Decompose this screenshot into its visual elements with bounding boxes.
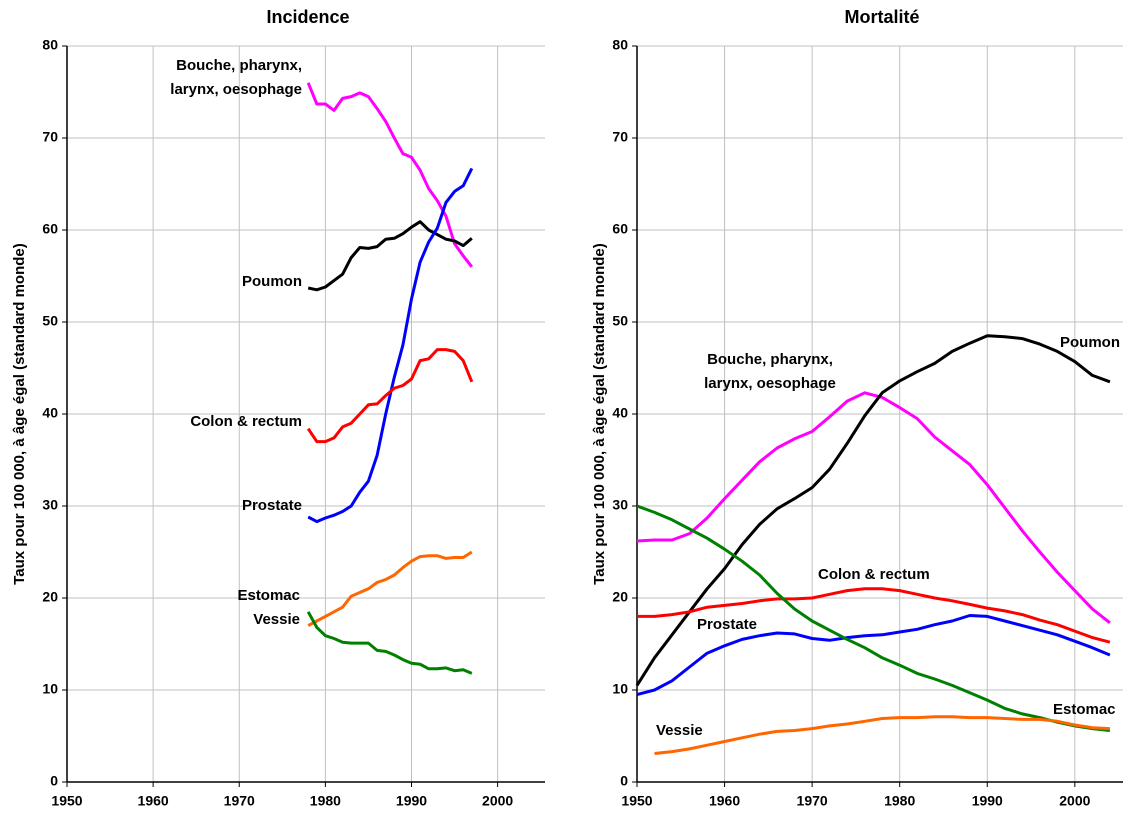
series-line bbox=[636, 614, 1111, 697]
series-label: Estomac bbox=[1053, 701, 1116, 718]
x-tick-label: 1960 bbox=[138, 793, 169, 809]
series-label: Bouche, pharynx, larynx, oesophage bbox=[170, 57, 302, 98]
y-tick-label: 60 bbox=[42, 221, 58, 237]
y-tick-label: 0 bbox=[50, 773, 58, 789]
series-label: Bouche, pharynx, larynx, oesophage bbox=[704, 351, 836, 392]
series-label: Poumon bbox=[1060, 334, 1120, 351]
series-label: Estomac bbox=[237, 587, 300, 604]
y-tick-label: 50 bbox=[42, 313, 58, 329]
y-tick-label: 60 bbox=[612, 221, 628, 237]
series-label: Poumon bbox=[242, 273, 302, 290]
series-line bbox=[306, 82, 473, 268]
series-label: Vessie bbox=[656, 722, 703, 739]
y-tick-label: 30 bbox=[612, 497, 628, 513]
y-tick-label: 50 bbox=[612, 313, 628, 329]
y-tick-label: 80 bbox=[42, 37, 58, 53]
x-tick-label: 2000 bbox=[1059, 793, 1090, 809]
y-tick-label: 40 bbox=[612, 405, 628, 421]
y-tick-label: 80 bbox=[612, 37, 628, 53]
y-tick-label: 30 bbox=[42, 497, 58, 513]
y-tick-label: 10 bbox=[612, 681, 628, 697]
series-label: Prostate bbox=[241, 497, 302, 514]
series-line bbox=[636, 391, 1111, 624]
series-line bbox=[307, 550, 473, 627]
chart-title: Mortalité bbox=[844, 7, 919, 27]
y-tick-label: 0 bbox=[620, 773, 628, 789]
y-tick-label: 20 bbox=[612, 589, 628, 605]
x-tick-label: 1970 bbox=[224, 793, 255, 809]
series-line bbox=[307, 167, 474, 524]
series-label: Colon & rectum bbox=[818, 566, 930, 583]
y-tick-label: 40 bbox=[42, 405, 58, 421]
x-tick-label: 1990 bbox=[396, 793, 427, 809]
series-line bbox=[306, 611, 473, 675]
series-line bbox=[307, 220, 473, 292]
series-line bbox=[306, 348, 474, 444]
series-line bbox=[636, 504, 1111, 732]
series-label: Vessie bbox=[253, 611, 300, 628]
series-label: Prostate bbox=[697, 616, 758, 633]
x-tick-label: 1950 bbox=[51, 793, 82, 809]
y-tick-label: 70 bbox=[42, 129, 58, 145]
y-tick-label: 20 bbox=[42, 589, 58, 605]
series-line bbox=[654, 715, 1110, 755]
x-tick-label: 1980 bbox=[884, 793, 915, 809]
y-axis-label: Taux pour 100 000, à âge égal (standard … bbox=[11, 243, 28, 585]
y-axis-label: Taux pour 100 000, à âge égal (standard … bbox=[591, 243, 608, 585]
x-tick-label: 1970 bbox=[797, 793, 828, 809]
series-line bbox=[635, 334, 1111, 687]
y-tick-label: 10 bbox=[42, 681, 58, 697]
x-tick-label: 1990 bbox=[972, 793, 1003, 809]
x-tick-label: 1950 bbox=[621, 793, 652, 809]
y-tick-label: 70 bbox=[612, 129, 628, 145]
series-line bbox=[637, 587, 1111, 644]
series-label: Colon & rectum bbox=[190, 413, 302, 430]
x-tick-label: 2000 bbox=[482, 793, 513, 809]
x-tick-label: 1960 bbox=[709, 793, 740, 809]
x-tick-label: 1980 bbox=[310, 793, 341, 809]
chart-title: Incidence bbox=[266, 7, 349, 27]
